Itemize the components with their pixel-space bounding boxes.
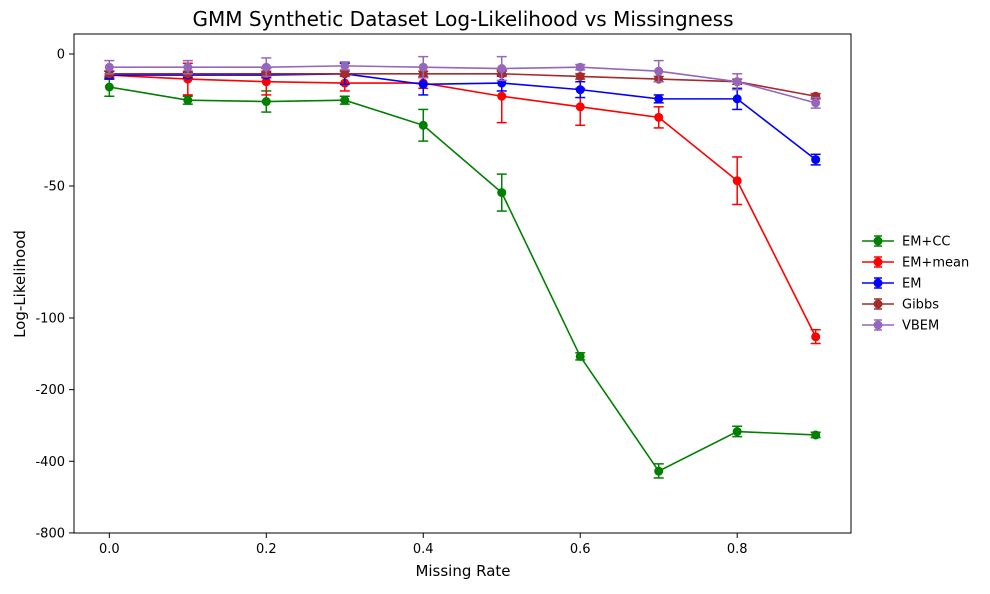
x-tick-label: 0.2 [256, 542, 277, 557]
legend-item-em-cc: EM+CC [862, 235, 950, 250]
series-em-mean [104, 62, 821, 345]
legend-label: EM [902, 277, 921, 292]
legend-marker [873, 236, 883, 246]
y-tick-label: -800 [35, 526, 65, 541]
data-point [418, 62, 428, 72]
series-line [109, 73, 816, 98]
data-point [575, 71, 585, 81]
series-layer [104, 55, 821, 479]
data-point [497, 91, 507, 101]
data-point [575, 351, 585, 361]
y-tick-label: -50 [44, 180, 65, 195]
data-point [418, 79, 428, 89]
legend-marker [873, 257, 883, 267]
data-point [654, 466, 664, 476]
x-tick-label: 0.6 [570, 542, 591, 557]
legend: EM+CC EM+mean EM Gibbs VBEM [862, 235, 969, 334]
series-line [109, 74, 817, 338]
data-point [575, 62, 585, 72]
data-point [654, 66, 664, 76]
data-point [340, 95, 350, 105]
data-point [811, 155, 821, 165]
y-axis-title: Log-Likelihood [11, 230, 29, 338]
data-point [261, 62, 271, 72]
data-point [575, 102, 585, 112]
data-point [732, 77, 742, 87]
y-tick-label: 0 [57, 48, 65, 63]
data-point [340, 69, 350, 79]
data-point [811, 98, 821, 108]
legend-marker [873, 320, 883, 330]
y-tick-label: -200 [35, 383, 65, 398]
series-em-cc [104, 77, 821, 479]
data-point [261, 77, 271, 87]
legend-marker [873, 278, 883, 288]
x-tick-label: 0.8 [727, 542, 748, 557]
plot-frame [73, 33, 852, 534]
legend-label: Gibbs [902, 298, 939, 313]
legend-item-vbem: VBEM [862, 319, 939, 334]
y-tick-label: -100 [35, 312, 65, 327]
data-point [811, 91, 821, 101]
series-line [109, 86, 816, 473]
data-point [340, 61, 350, 71]
series-em [104, 62, 821, 166]
data-point [418, 120, 428, 130]
data-point [183, 62, 193, 72]
y-axis: 0 -50 -100 -200 -400 -800 [35, 48, 74, 541]
data-point [497, 188, 507, 198]
data-point [654, 112, 664, 122]
legend-label: EM+CC [902, 235, 950, 250]
legend-item-em: EM [862, 277, 921, 292]
legend-marker [873, 299, 883, 309]
data-point [104, 82, 114, 92]
data-point [104, 62, 114, 72]
legend-item-gibbs: Gibbs [862, 298, 939, 313]
chart-title: GMM Synthetic Dataset Log-Likelihood vs … [193, 7, 734, 31]
series-gibbs [104, 69, 821, 101]
legend-label: VBEM [902, 319, 939, 334]
data-point [732, 427, 742, 437]
series-vbem [104, 55, 821, 109]
series-line [109, 72, 817, 161]
data-point [811, 430, 821, 440]
legend-item-em-mean: EM+mean [862, 256, 969, 271]
data-point [183, 95, 193, 105]
series-line [109, 65, 816, 104]
data-point [497, 64, 507, 74]
y-tick-label: -400 [35, 455, 65, 470]
legend-label: EM+mean [902, 256, 969, 271]
data-point [732, 94, 742, 104]
data-point [575, 85, 585, 95]
x-axis-title: Missing Rate [415, 562, 510, 580]
data-point [732, 176, 742, 186]
data-point [654, 94, 664, 104]
data-point [811, 332, 821, 342]
x-tick-label: 0.4 [413, 542, 434, 557]
x-tick-label: 0.0 [99, 542, 120, 557]
x-axis: 0.0 0.2 0.4 0.6 0.8 [99, 533, 748, 557]
data-point [261, 97, 271, 107]
